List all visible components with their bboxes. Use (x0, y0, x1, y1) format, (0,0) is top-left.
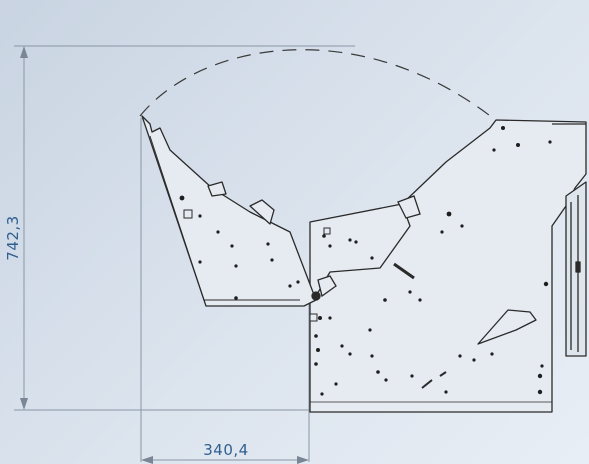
main-frame-outline (309, 119, 587, 413)
pivot-joint (311, 291, 321, 301)
hole (537, 373, 543, 379)
arrow-left (141, 456, 153, 464)
top-link (397, 195, 421, 219)
hole (376, 370, 380, 374)
width-dimension-label: 340,4 (203, 441, 248, 459)
hole (368, 328, 372, 332)
bracket (309, 313, 318, 322)
hole (314, 334, 318, 338)
hopper-latch (207, 181, 227, 197)
hole (234, 296, 238, 300)
hole (492, 148, 496, 152)
bracket (183, 209, 193, 219)
hole (288, 284, 292, 288)
hole (516, 143, 520, 147)
hole (540, 364, 544, 368)
hole (472, 358, 476, 362)
hole (216, 230, 220, 234)
arrow-right (297, 456, 309, 464)
hole (370, 354, 374, 358)
hole (348, 238, 352, 242)
hole (318, 316, 322, 320)
machine-body (309, 119, 587, 413)
hole (444, 390, 448, 394)
bar-3 (439, 371, 447, 377)
hopper (141, 115, 317, 307)
hole (354, 240, 358, 244)
hole (270, 258, 274, 262)
arrow-down (20, 398, 28, 410)
hole (234, 264, 238, 268)
bracket (323, 227, 331, 235)
hole (328, 316, 332, 320)
dimension-arrows (20, 46, 309, 464)
body-holes (314, 126, 552, 396)
hole (314, 362, 318, 366)
hole (370, 256, 374, 260)
hole (320, 392, 324, 396)
hole (446, 211, 452, 217)
arrow-up (20, 46, 28, 58)
small-brackets (183, 209, 331, 322)
linkage (311, 195, 421, 301)
height-dimension-label: 742,3 (4, 215, 22, 260)
hole (543, 281, 549, 287)
hole (316, 348, 320, 352)
hole (348, 352, 352, 356)
hole (548, 140, 552, 144)
hole (340, 344, 344, 348)
hole (418, 298, 422, 302)
side-panel-slot (575, 261, 581, 273)
hole (296, 280, 300, 284)
hole (266, 242, 270, 246)
dimension-lines (14, 45, 355, 462)
hole (490, 352, 494, 356)
hole (440, 230, 444, 234)
hole (458, 354, 462, 358)
hole (460, 224, 464, 228)
hole (383, 298, 387, 302)
hole (230, 244, 234, 248)
hole (537, 389, 543, 395)
window-cutout (477, 309, 537, 345)
bar-1 (393, 262, 415, 280)
link-arm (317, 275, 337, 298)
hole (322, 234, 326, 238)
hole (410, 374, 414, 378)
hole (198, 214, 202, 218)
hole (328, 244, 332, 248)
hopper-inner-wall (149, 135, 300, 301)
hole (179, 195, 185, 201)
hole (408, 290, 412, 294)
swing-arc (139, 49, 499, 123)
hopper-outline (141, 115, 317, 307)
hole (501, 126, 505, 130)
hole (384, 378, 388, 382)
hole (198, 260, 202, 264)
hole (334, 382, 338, 386)
bar-2 (421, 379, 433, 389)
hopper-bracket (249, 199, 275, 225)
